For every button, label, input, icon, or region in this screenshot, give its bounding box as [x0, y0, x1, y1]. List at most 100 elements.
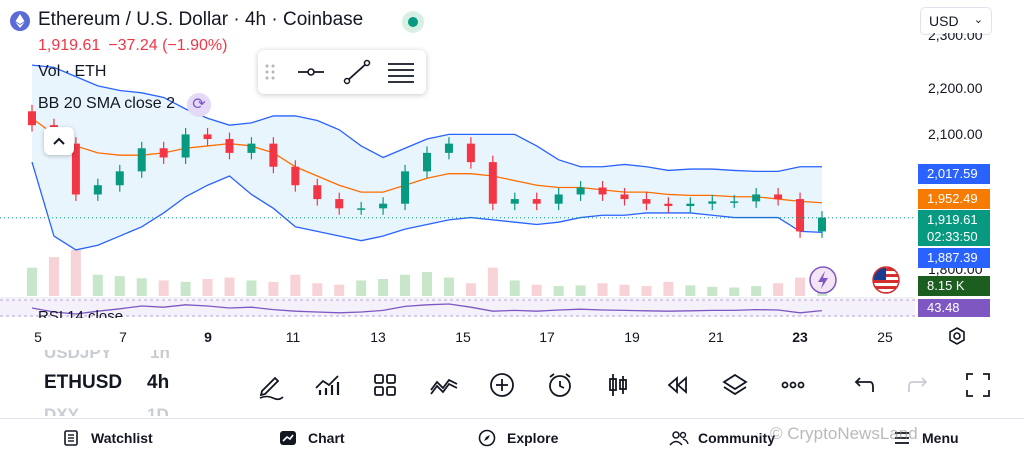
horizontal-ray-tool-icon[interactable] — [296, 58, 326, 86]
object-tree-button[interactable] — [718, 368, 752, 402]
candle-body — [532, 199, 541, 204]
candles-icon — [609, 374, 627, 396]
prev-timeframe[interactable]: 1h — [150, 350, 170, 362]
current-timeframe[interactable]: 4h — [147, 372, 170, 393]
indicator-refresh-icon[interactable]: ⟳ — [187, 93, 211, 117]
bb-lower-line — [31, 161, 823, 251]
pen-icon — [259, 376, 284, 401]
candle-body — [335, 199, 344, 209]
drag-handle-icon[interactable] — [262, 58, 278, 86]
candle-body — [159, 148, 168, 158]
chart-canvas[interactable] — [0, 0, 1024, 325]
trend-line-tool-icon[interactable] — [342, 58, 372, 86]
candle-body — [620, 194, 629, 200]
time-tick: 11 — [285, 329, 301, 345]
drawing-pen-button[interactable] — [253, 368, 287, 402]
nav-community[interactable]: Community — [669, 430, 775, 446]
nav-chart[interactable]: Chart — [280, 430, 345, 446]
candle-body — [225, 139, 234, 153]
price-tick: 1,800.00 — [928, 268, 983, 276]
next-timeframe[interactable]: 1D — [147, 405, 169, 416]
chart-settings-icon[interactable] — [947, 326, 967, 346]
plus-circle-icon — [490, 373, 514, 397]
current-symbol[interactable]: ETHUSD — [44, 372, 123, 393]
price-change: −37.24 (−1.90%) — [108, 37, 228, 54]
grid-icon — [374, 374, 396, 396]
candle-body — [313, 185, 322, 200]
drawing-floating-toolbar — [258, 50, 426, 94]
candle-body — [28, 111, 36, 126]
replay-button[interactable] — [660, 368, 694, 402]
bottom-navigation: Watchlist Chart Explore Community Menu — [0, 418, 1024, 461]
redo-button[interactable] — [903, 368, 937, 402]
candle-body — [379, 203, 388, 209]
volume-bar — [290, 274, 301, 296]
price-tick: 2,100.00 — [928, 126, 983, 142]
more-button[interactable] — [776, 368, 810, 402]
candle-body — [291, 166, 300, 186]
currency-select[interactable]: USD ⌄ — [920, 7, 992, 35]
volume-bar — [487, 267, 498, 296]
volume-bar — [619, 284, 630, 296]
nav-watchlist[interactable]: Watchlist — [64, 430, 153, 446]
bb-basis-tag: 1,952.49 — [918, 189, 990, 209]
ethereum-logo-icon — [10, 11, 30, 31]
time-tick: 9 — [204, 329, 212, 345]
templates-button[interactable] — [427, 368, 461, 402]
next-symbol[interactable]: DXY — [44, 405, 79, 416]
nav-menu[interactable]: Menu — [895, 430, 959, 446]
undo-button[interactable] — [845, 368, 879, 402]
fullscreen-icon — [966, 373, 990, 397]
candle-body — [730, 201, 739, 203]
prev-symbol[interactable]: USDJPY — [44, 350, 113, 362]
rsi-indicator-label[interactable]: RSI 14 close — [38, 308, 124, 318]
us-flag-icon[interactable] — [871, 265, 901, 295]
currency-value: USD — [929, 13, 959, 29]
candle-body — [115, 171, 124, 186]
symbol-title[interactable]: Ethereum / U.S. Dollar · 4h · Coinbase — [38, 9, 364, 30]
more-drawings-icon[interactable] — [386, 58, 416, 86]
candle-body — [686, 203, 695, 207]
indicators-icon — [315, 375, 340, 395]
fullscreen-button[interactable] — [961, 368, 995, 402]
lightning-alert-icon[interactable] — [808, 265, 838, 295]
time-tick: 17 — [539, 329, 555, 345]
rewind-icon — [667, 376, 687, 394]
nav-menu-label: Menu — [922, 430, 959, 446]
compass-icon — [478, 429, 496, 447]
bollinger-indicator-label[interactable]: BB 20 SMA close 2 — [38, 95, 175, 112]
ohlc-legend: 1,919.61 −37.24 (−1.90%) — [38, 37, 235, 55]
candle-body — [774, 194, 783, 200]
volume-bar — [356, 280, 367, 296]
volume-bar — [136, 278, 147, 296]
alerts-button[interactable] — [543, 368, 577, 402]
nav-watchlist-label: Watchlist — [91, 430, 153, 446]
chevron-up-icon — [53, 137, 65, 145]
rsi-band — [0, 300, 915, 316]
rsi-line — [31, 303, 823, 315]
candle-body — [598, 187, 607, 195]
candle-body — [488, 162, 497, 204]
candle-body — [554, 194, 563, 204]
add-button[interactable] — [485, 368, 519, 402]
candle-body — [466, 143, 475, 163]
time-tick: 19 — [624, 329, 640, 345]
layouts-button[interactable] — [368, 368, 402, 402]
redo-icon — [908, 377, 928, 392]
collapse-legend-button[interactable] — [44, 127, 74, 155]
nav-explore[interactable]: Explore — [478, 429, 559, 447]
volume-bar — [48, 257, 59, 296]
time-tick: 5 — [34, 329, 42, 345]
candle-body — [444, 143, 453, 153]
indicators-button[interactable] — [310, 368, 344, 402]
volume-bar — [180, 281, 191, 296]
volume-bar — [465, 283, 476, 296]
time-tick: 25 — [877, 329, 893, 345]
volume-indicator-label[interactable]: Vol · ETH — [38, 63, 107, 80]
chart-type-button[interactable] — [601, 368, 635, 402]
candle-body — [510, 199, 519, 204]
nav-community-label: Community — [698, 430, 775, 446]
candle-body — [576, 187, 585, 195]
nav-explore-label: Explore — [507, 430, 559, 446]
volume-bar — [443, 277, 454, 296]
